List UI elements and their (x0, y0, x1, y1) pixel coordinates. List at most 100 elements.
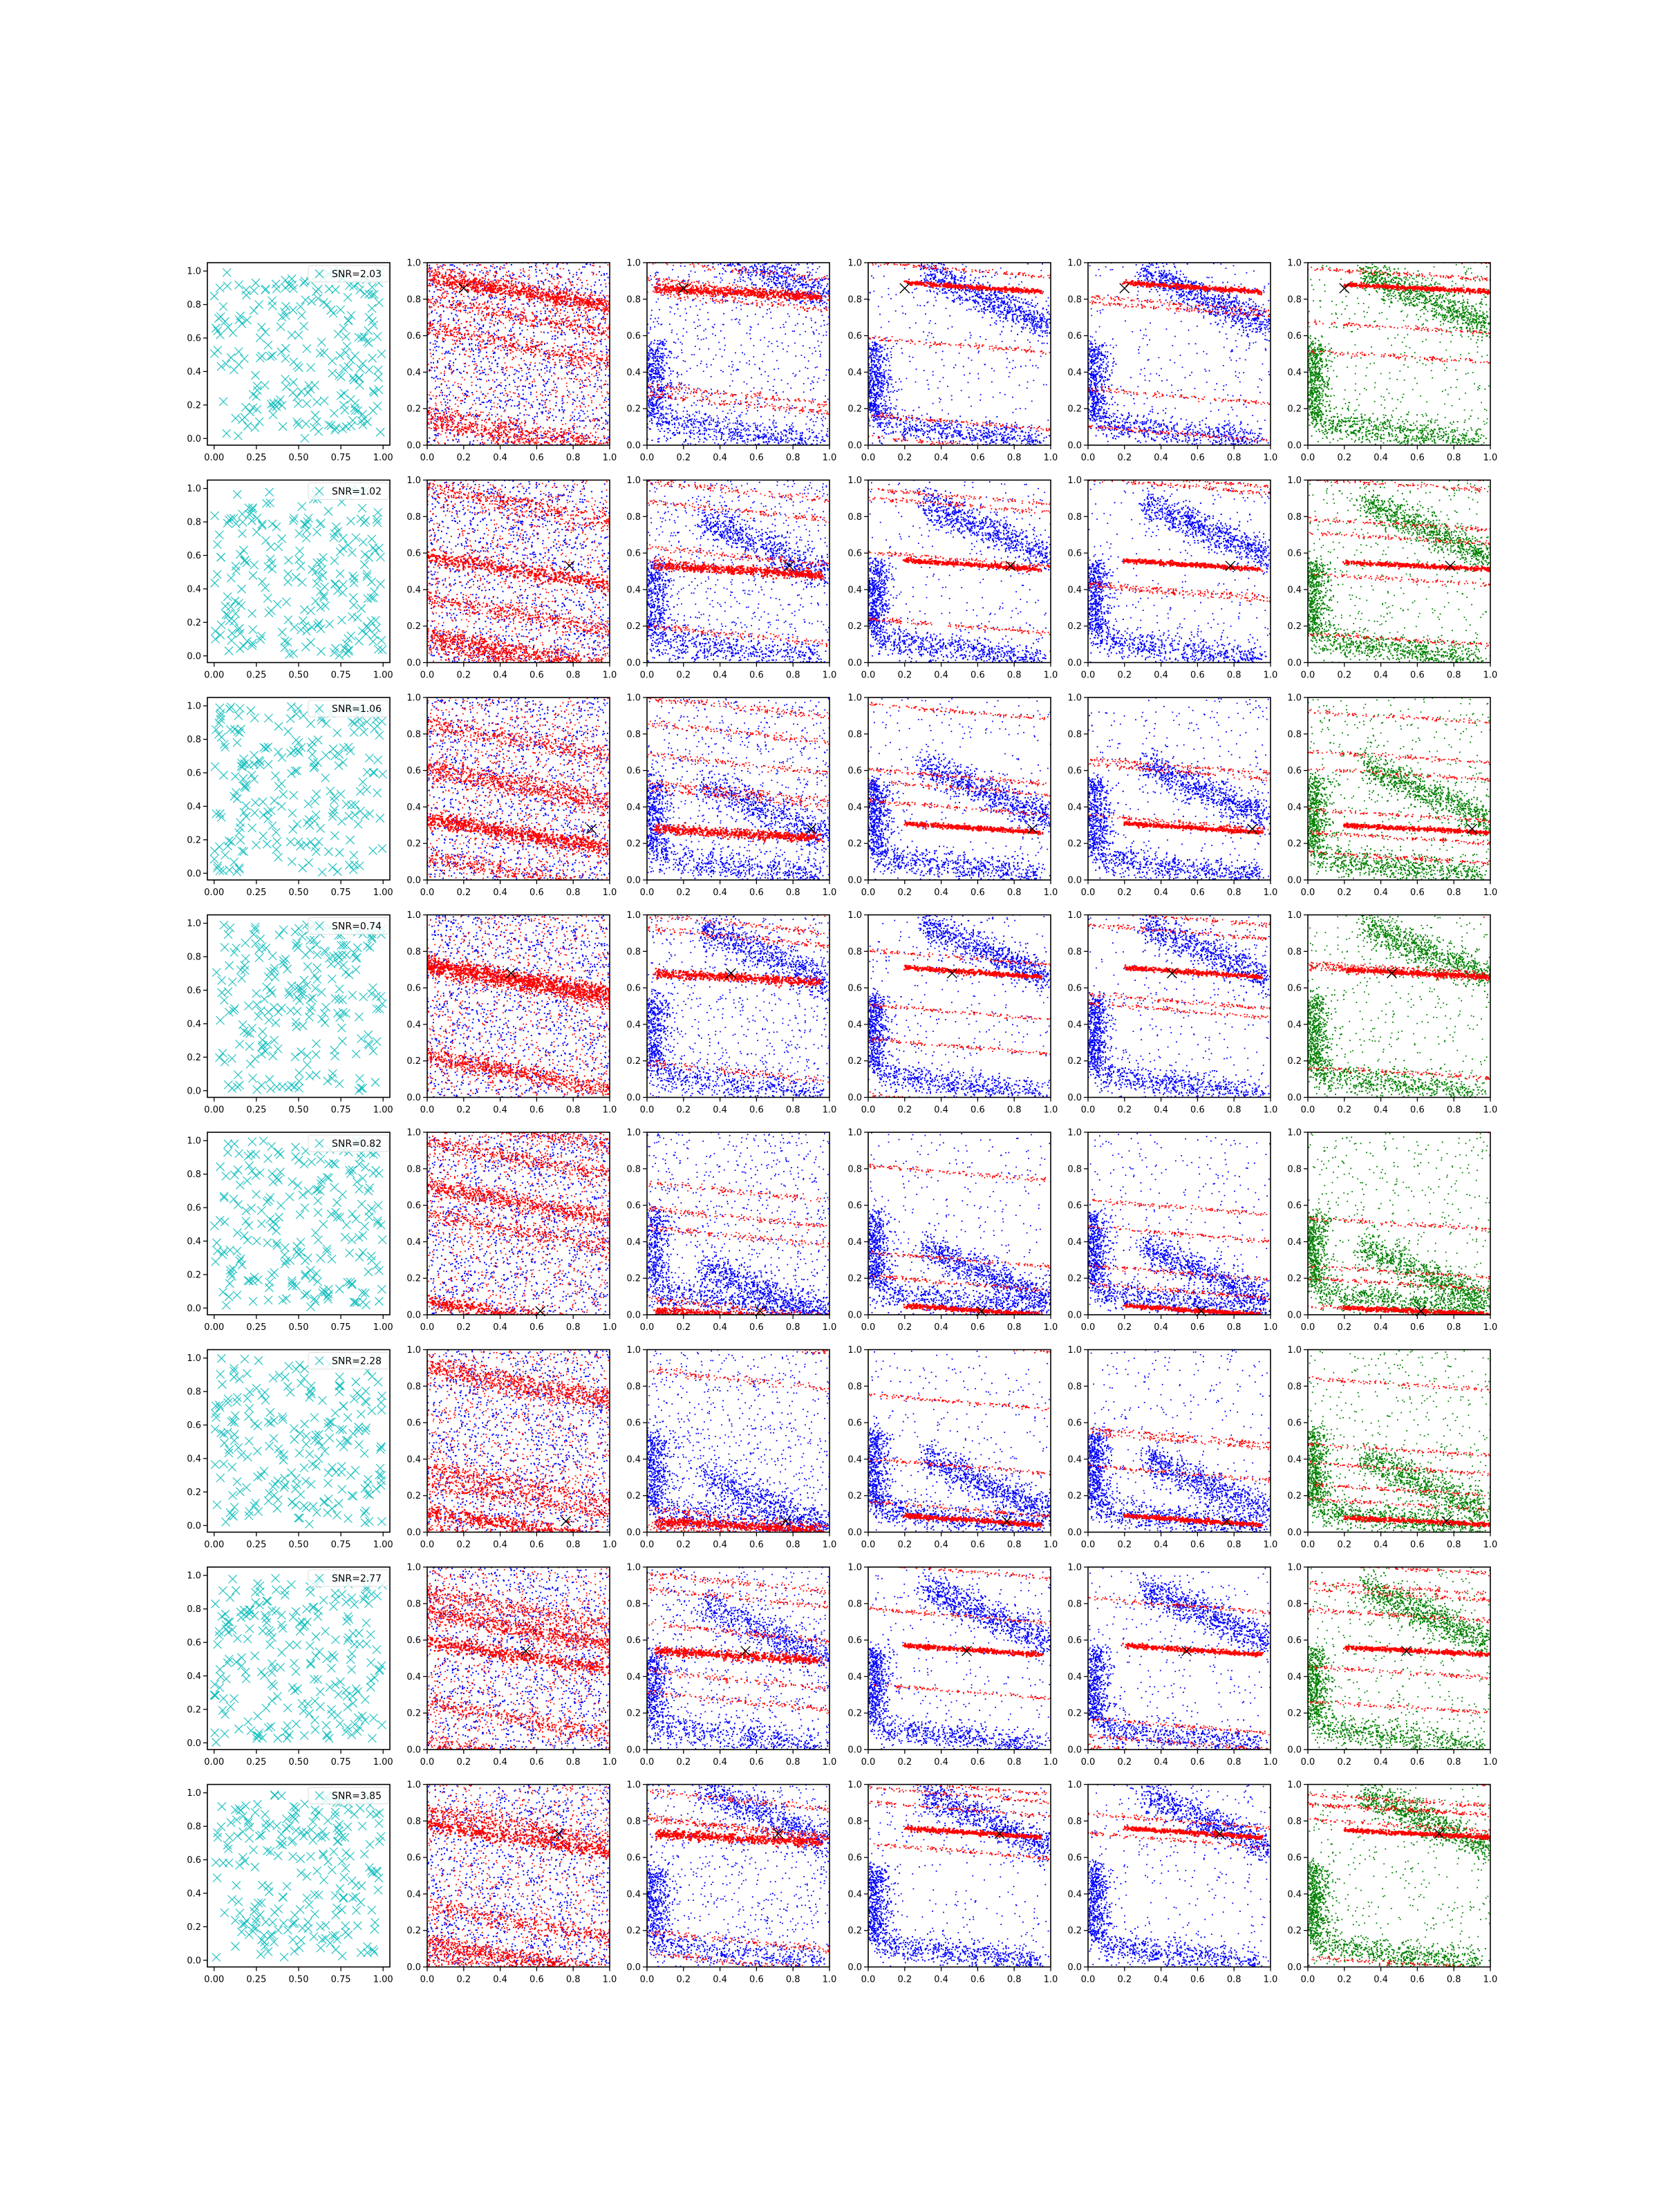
cyan-x-marker (371, 724, 379, 733)
point-cloud (646, 1132, 830, 1316)
x-tick-label: 0.0 (420, 1540, 435, 1550)
green-points (1307, 1784, 1490, 1968)
cyan-x-marker (268, 1170, 276, 1178)
cyan-x-marker (306, 1303, 315, 1311)
cyan-x-marker (269, 1052, 277, 1060)
y-tick-label: 0.8 (626, 1382, 641, 1392)
x-tick-label: 0.0 (1301, 1975, 1315, 1985)
axes-frame (1088, 1350, 1271, 1533)
cyan-x-marker (245, 1624, 254, 1633)
cyan-x-marker (228, 1895, 236, 1904)
cyan-x-marker (232, 1882, 241, 1890)
cyan-x-marker (241, 1801, 250, 1810)
cyan-x-marker (302, 627, 310, 635)
y-tick-label: 0.8 (406, 512, 421, 523)
legend-label: SNR=1.02 (332, 487, 382, 498)
x-tick-label: 0.6 (1190, 1757, 1205, 1768)
cyan-x-marker (339, 744, 348, 752)
cyan-x-marker (303, 1872, 311, 1880)
cyan-x-marker (321, 1447, 329, 1455)
x-tick-label: 0.6 (529, 1757, 544, 1768)
cyan-x-marker (241, 1920, 249, 1928)
cyan-x-marker (341, 1686, 350, 1694)
subplot: 0.00 0.25 0.50 0.75 1.000.00.20.40.60.81.0 SN… (187, 915, 393, 1116)
cyan-x-marker (311, 411, 319, 420)
cyan-x-marker (328, 1651, 337, 1659)
cyan-x-marker (314, 758, 322, 767)
cyan-x-marker (262, 1824, 270, 1832)
subplot: 0.0 0.2 0.4 0.6 0.8 1.00.00.20.40.60.81.0 (406, 1780, 617, 1985)
x-tick-label: 0.6 (1410, 1105, 1425, 1116)
subplot: 0.0 0.2 0.4 0.6 0.8 1.00.00.20.40.60.81.0 (847, 693, 1058, 899)
y-tick-label: 0.4 (406, 1020, 421, 1030)
cyan-x-marker (281, 312, 290, 320)
cyan-x-marker (222, 1301, 230, 1309)
blue-points (1087, 915, 1271, 1098)
cyan-x-marker (345, 971, 353, 979)
cyan-x-marker (327, 1705, 335, 1714)
x-tick-label: 0.8 (566, 1757, 581, 1768)
cyan-x-marker (284, 556, 292, 565)
cyan-x-marker (234, 1832, 242, 1840)
x-tick-label: 1.0 (1483, 1105, 1498, 1116)
x-tick-label: 1.0 (1483, 888, 1498, 898)
cyan-x-marker (294, 1181, 302, 1190)
cyan-x-marker (238, 1828, 247, 1836)
cyan-x-marker (243, 559, 251, 567)
cyan-x-marker (235, 1375, 243, 1383)
cyan-x-marker (216, 1163, 225, 1171)
cyan-x-marker (250, 1502, 259, 1510)
cyan-x-marker (296, 1627, 304, 1635)
cyan-x-marker (348, 1492, 356, 1500)
y-tick-label: 0.4 (1287, 1237, 1302, 1248)
subplot: 0.0 0.2 0.4 0.6 0.8 1.00.00.20.40.60.81.0 (626, 1345, 836, 1550)
x-tick-label: 0.0 (1301, 1105, 1315, 1116)
cyan-x-marker (295, 1077, 303, 1085)
cyan-x-marker (286, 1256, 294, 1264)
y-tick-label: 0.2 (847, 839, 862, 850)
cyan-x-marker (232, 562, 240, 570)
subplot: 0.0 0.2 0.4 0.6 0.8 1.00.00.20.40.60.81.0 (626, 1563, 836, 1768)
y-tick-label: 0.8 (847, 512, 862, 523)
cyan-x-marker (245, 1437, 253, 1445)
x-tick-label: 0.2 (897, 1322, 912, 1333)
cyan-x-marker (211, 1461, 219, 1469)
y-tick-label: 0.2 (626, 1056, 641, 1067)
x-tick-label: 0.4 (1154, 1975, 1168, 1985)
cyan-x-marker (339, 544, 347, 552)
y-tick-label: 0.2 (187, 1270, 201, 1280)
cyan-x-marker (274, 782, 283, 791)
cyan-x-marker (289, 1936, 297, 1944)
cyan-x-marker (369, 1714, 377, 1722)
cyan-x-marker (327, 1664, 335, 1672)
cyan-x-marker (348, 1894, 357, 1902)
y-tick-label: 0.4 (187, 1237, 201, 1247)
cyan-x-marker (342, 1848, 350, 1857)
x-tick-label: 0.6 (1190, 1540, 1205, 1550)
cyan-x-marker (259, 1035, 267, 1044)
cyan-x-marker (310, 817, 319, 825)
cyan-x-marker (351, 1466, 359, 1474)
cyan-x-marker (360, 1222, 368, 1230)
cyan-x-marker (245, 1002, 253, 1010)
cyan-x-marker (211, 627, 219, 635)
cyan-x-marker (337, 616, 346, 624)
x-tick-label: 0.8 (566, 671, 581, 681)
x-tick-label: 0.8 (1007, 1757, 1022, 1768)
cyan-x-marker (241, 962, 249, 970)
cyan-x-marker (223, 519, 232, 527)
cyan-x-marker (371, 1918, 379, 1927)
cyan-x-marker (293, 1007, 301, 1015)
x-tick-label: 0.4 (713, 671, 727, 681)
cyan-x-marker (355, 1074, 364, 1082)
x-tick-label: 0.6 (749, 888, 764, 898)
y-tick-label: 0.2 (187, 618, 201, 628)
cyan-x-marker (341, 332, 350, 341)
y-tick-label: 0.0 (1067, 1528, 1082, 1538)
cyan-x-marker (263, 808, 272, 816)
cyan-x-marker (321, 1019, 329, 1027)
cyan-x-marker (348, 548, 356, 556)
cyan-x-marker (357, 334, 366, 342)
cyan-x-marker (211, 762, 219, 771)
y-tick-label: 0.0 (187, 1304, 201, 1314)
